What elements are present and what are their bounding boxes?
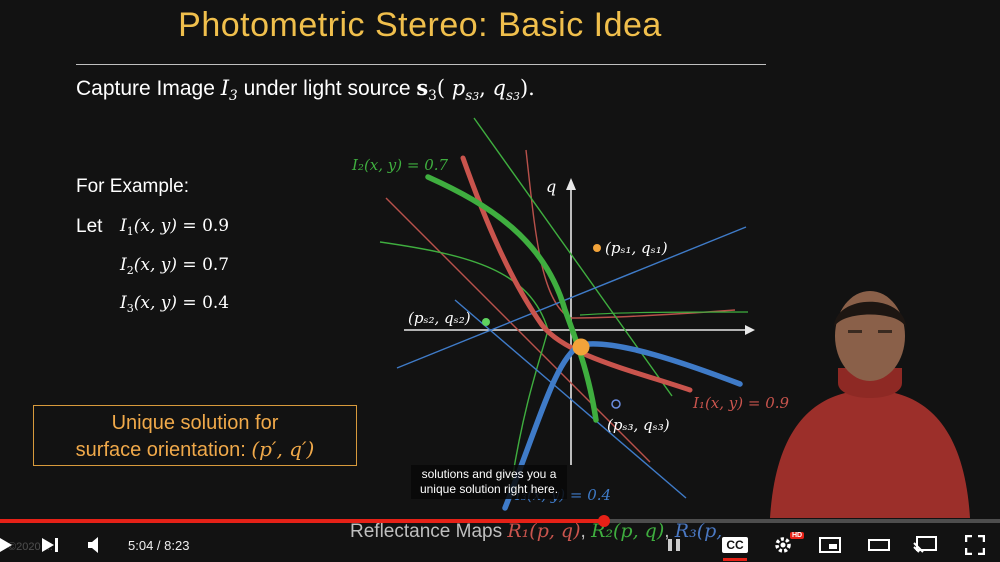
captions-button[interactable]: CC	[721, 528, 749, 562]
caption-source-var: s3	[416, 75, 437, 104]
theater-mode-button[interactable]	[866, 528, 892, 562]
miniplayer-icon	[819, 537, 841, 553]
play-button[interactable]	[0, 528, 14, 562]
example-label: For Example:	[76, 176, 189, 197]
label-light-source-3: (pₛ₃, qₛ₃)	[607, 416, 670, 434]
caption-subtitle: solutions and gives you a unique solutio…	[411, 465, 567, 499]
time-display: 5:04 / 8:23	[128, 538, 190, 553]
hd-badge: HD	[790, 532, 805, 539]
green-curve-thin-2	[379, 241, 549, 481]
copyright-watermark: ©2020 ...	[8, 541, 53, 553]
solution-point	[572, 338, 590, 356]
duration: 8:23	[164, 538, 190, 553]
caption-source-args: ( ps3, qs3).	[436, 76, 535, 104]
blue-line-thin-2	[454, 299, 687, 499]
next-button[interactable]	[38, 528, 62, 562]
label-light-source-1: (pₛ₁, qₛ₁)	[605, 239, 668, 257]
red-curve-thin-1	[385, 197, 651, 463]
play-icon	[0, 538, 12, 552]
p-axis-arrow	[745, 325, 755, 335]
pause-button[interactable]	[662, 528, 686, 562]
equation-i2: I2(x, y) = 0.7	[120, 255, 230, 277]
cast-icon	[913, 536, 937, 553]
slide-title: Photometric Stereo: Basic Idea	[178, 6, 662, 44]
volume-button[interactable]	[84, 528, 108, 562]
volume-icon	[88, 537, 98, 553]
q-axis-arrow	[566, 178, 576, 190]
progress-bar[interactable]	[0, 515, 1000, 527]
next-icon	[42, 538, 58, 552]
slide-caption: Capture Image I3 under light source s3( …	[76, 75, 535, 104]
title-divider	[76, 64, 766, 65]
green-curve-i2	[425, 174, 599, 423]
equation-i3: I3(x, y) = 0.4	[120, 293, 230, 315]
settings-button[interactable]	[771, 528, 795, 562]
progress-scrubber[interactable]	[598, 515, 610, 527]
settings-icon	[775, 537, 791, 553]
unique-line1: Unique solution for	[111, 412, 279, 434]
label-i2-curve: I₂(x, y) = 0.7	[351, 156, 449, 174]
captions-active-indicator	[723, 558, 747, 561]
pause-icon	[668, 539, 680, 551]
fullscreen-icon	[965, 535, 985, 555]
unique-solution-box: Unique solution for surface orientation:…	[33, 405, 357, 466]
label-light-source-2: (pₛ₂, qₛ₂)	[408, 309, 471, 327]
reflectance-maps-text: Reflectance Maps R₁(p, q), R₂(p, q), R₃(…	[350, 520, 723, 542]
theater-icon	[868, 539, 890, 551]
caption-image-var: I3	[220, 76, 238, 104]
miniplayer-button[interactable]	[817, 528, 843, 562]
cast-button[interactable]	[912, 528, 938, 562]
fullscreen-button[interactable]	[962, 528, 988, 562]
equation-i1: I1(x, y) = 0.9	[120, 216, 230, 238]
player-controls: CC	[0, 528, 1000, 562]
light-source-2-point	[482, 318, 490, 326]
blue-line-thin-1	[396, 226, 747, 369]
presenter-video	[770, 291, 970, 518]
let-label: Let	[76, 216, 103, 237]
progress-played	[0, 519, 604, 523]
caption-middle: under light source	[237, 77, 417, 100]
red-curve-i1	[460, 155, 693, 393]
unique-line2: surface orientation: (p′, q′)	[75, 437, 315, 461]
light-source-3-point	[611, 399, 621, 409]
current-time: 5:04	[128, 538, 154, 553]
light-source-1-point	[593, 244, 601, 252]
green-curve-thin-3	[579, 311, 749, 316]
q-axis-label: q	[546, 177, 556, 196]
caption-prefix: Capture Image	[76, 77, 221, 100]
captions-icon: CC	[722, 537, 748, 553]
label-i1-curve: I₁(x, y) = 0.9	[692, 394, 790, 412]
